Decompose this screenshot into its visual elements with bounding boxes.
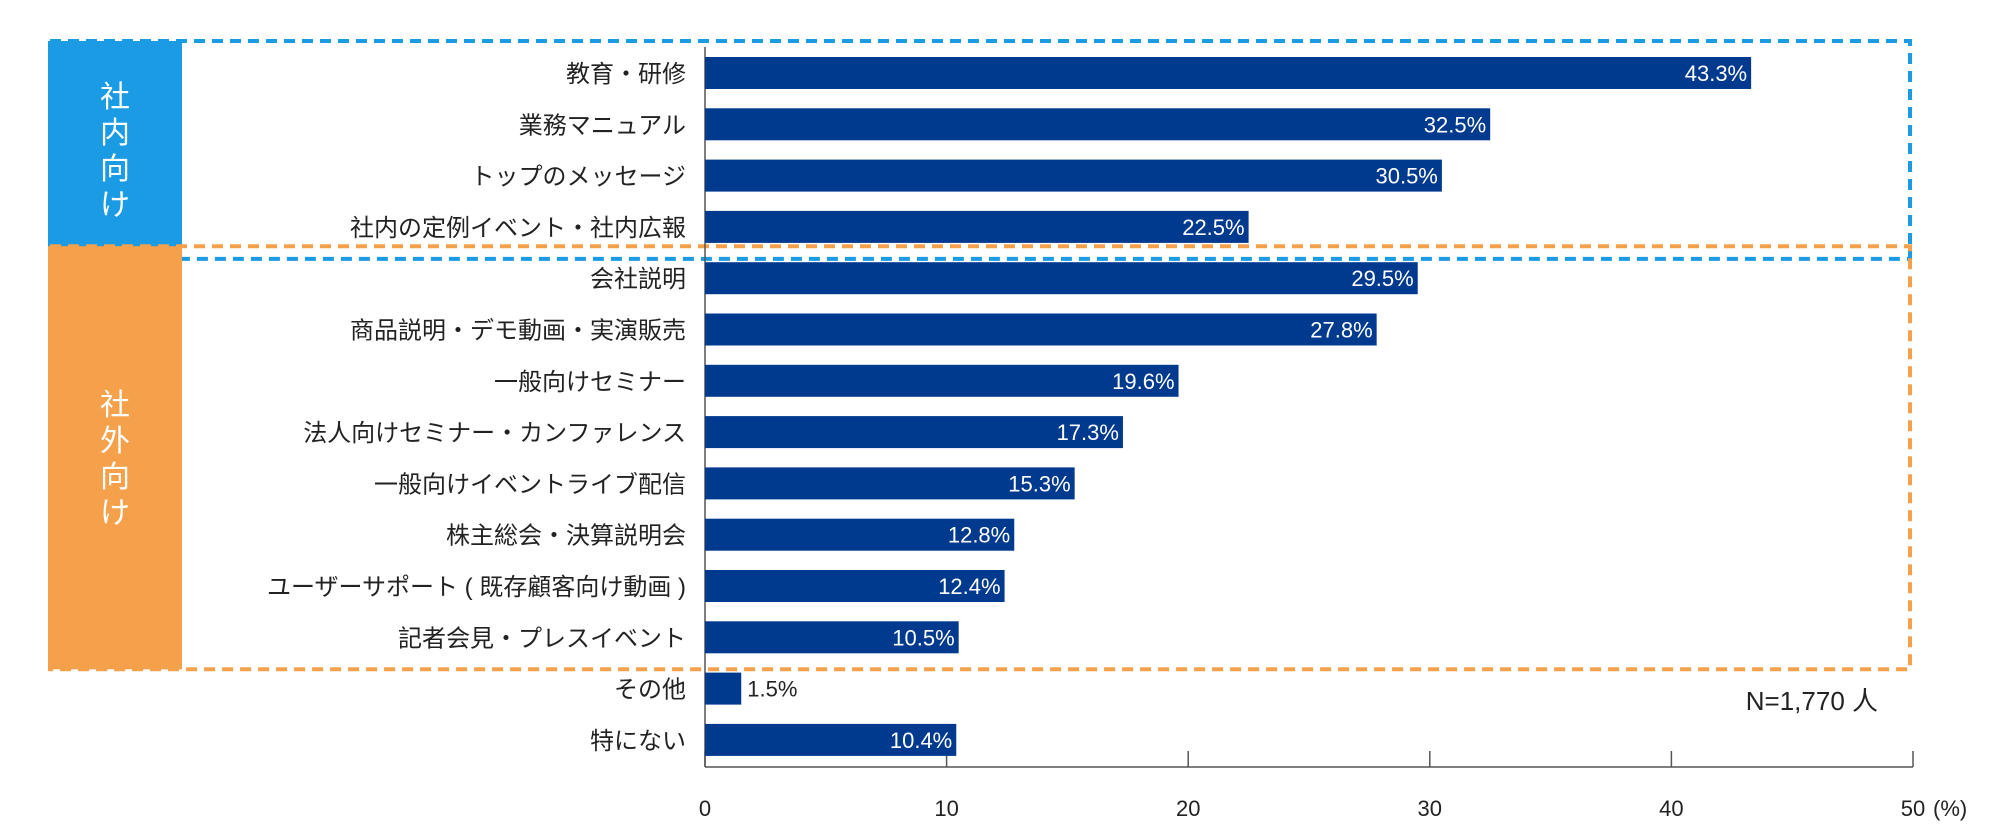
category-label: 記者会見・プレスイベント	[398, 625, 686, 652]
category-label: 教育・研修	[566, 61, 686, 88]
data-label: 10.5%	[892, 625, 954, 650]
bar	[705, 313, 1377, 346]
category-label: 業務マニュアル	[519, 112, 686, 139]
category-label: 社内の定例イベント・社内広報	[350, 215, 686, 242]
data-label: 30.5%	[1375, 164, 1437, 189]
bar	[705, 672, 742, 705]
bar	[705, 364, 1179, 397]
x-tick-label: 20	[1176, 796, 1200, 821]
data-label: 19.6%	[1112, 369, 1174, 394]
bar	[705, 210, 1249, 243]
group-label-char: 内	[100, 117, 130, 150]
x-tick-label: 0	[699, 796, 711, 821]
category-label: 一般向けイベントライブ配信	[374, 471, 686, 498]
group-label-char: 社	[100, 81, 130, 114]
data-label: 10.4%	[890, 728, 952, 753]
group-label-char: 外	[100, 425, 130, 458]
x-unit-label: (%)	[1933, 796, 1967, 821]
data-label: 12.4%	[938, 574, 1000, 599]
group-band-0	[48, 41, 182, 259]
bar	[705, 518, 1015, 551]
category-label: 商品説明・デモ動画・実演販売	[350, 318, 686, 345]
group-dashed-box-1	[48, 244, 1912, 672]
bar	[705, 723, 957, 756]
data-label: 27.8%	[1310, 318, 1372, 343]
category-label: 一般向けセミナー	[494, 369, 686, 396]
data-label: 1.5%	[747, 677, 797, 702]
data-label: 12.8%	[948, 523, 1010, 548]
group-label-char: 向	[100, 153, 130, 186]
data-label: 17.3%	[1057, 420, 1119, 445]
bar	[705, 467, 1075, 500]
category-label: 特にない	[590, 728, 686, 755]
data-label: 29.5%	[1351, 266, 1413, 291]
group-label-char: け	[100, 189, 130, 222]
group-label-char: け	[100, 497, 130, 530]
group-label-char: 向	[100, 461, 130, 494]
x-tick-label: 30	[1418, 796, 1442, 821]
bar	[705, 159, 1442, 192]
x-tick-label: 50	[1901, 796, 1925, 821]
group-dashed-box-0	[48, 39, 1912, 261]
x-tick-label: 40	[1659, 796, 1683, 821]
group-label-char: 社	[100, 389, 130, 422]
data-label: 22.5%	[1182, 215, 1244, 240]
x-tick-label: 10	[934, 796, 958, 821]
bar	[705, 108, 1491, 141]
category-label: トップのメッセージ	[470, 164, 686, 191]
group-band-1	[48, 246, 182, 670]
data-label: 15.3%	[1008, 471, 1070, 496]
category-label: ユーザーサポート ( 既存顧客向け動画 )	[267, 574, 686, 601]
sample-size-note: N=1,770 人	[1746, 686, 1878, 716]
bar	[705, 570, 1005, 602]
data-label: 43.3%	[1685, 61, 1747, 86]
category-label: 会社説明	[590, 266, 686, 293]
bar	[705, 262, 1418, 295]
bar	[705, 416, 1123, 449]
bar	[705, 57, 1752, 89]
category-label: その他	[614, 677, 686, 704]
category-label: 株主総会・決算説明会	[446, 523, 686, 550]
category-label: 法人向けセミナー・カンファレンス	[303, 420, 686, 447]
bar	[705, 621, 959, 654]
data-label: 32.5%	[1424, 112, 1486, 137]
